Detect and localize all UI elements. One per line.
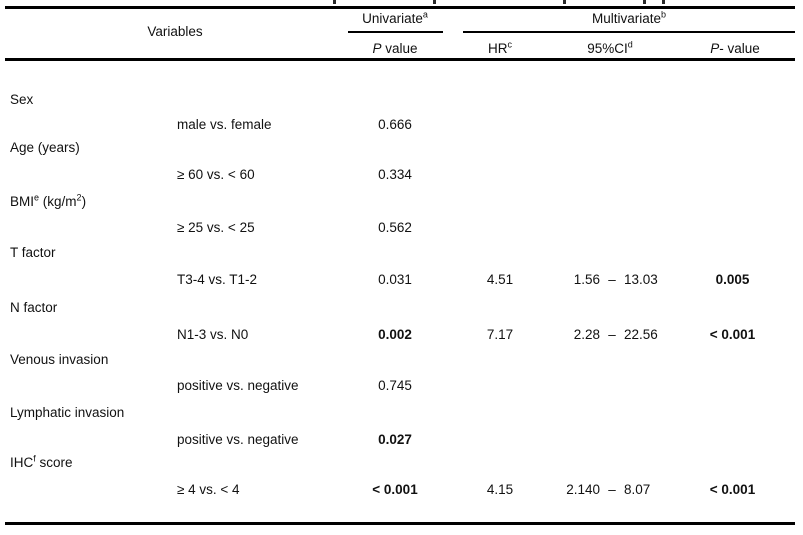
table-row-category-n-factor: N factor	[5, 297, 795, 317]
hr-label: HR	[488, 41, 508, 56]
table-row-category-ihc-score: IHCf score	[5, 452, 795, 472]
univariate-p-value: 0.031	[378, 271, 412, 287]
table-row-bmi-comparison: ≥ 25 vs. < 25 0.562	[5, 217, 795, 237]
table-row-ihc-score-comparison: ≥ 4 vs. < 4 < 0.001 4.15 2.140–8.07 < 0.…	[5, 479, 795, 499]
comparison-label: positive vs. negative	[177, 431, 299, 447]
confidence-interval: 2.140–8.07	[566, 481, 651, 497]
clipped-caption-remnant	[433, 0, 436, 4]
column-header-p-value-multivariate: P- value	[675, 41, 795, 56]
p-rest: value	[381, 41, 418, 56]
table-row-age-comparison: ≥ 60 vs. < 60 0.334	[5, 164, 795, 184]
table-top-rule	[5, 6, 795, 9]
multivariate-p-value: < 0.001	[709, 326, 756, 342]
table-row-lymphatic-invasion-comparison: positive vs. negative 0.027	[5, 429, 795, 449]
univariate-p-value: 0.666	[378, 116, 412, 132]
multivariate-spanner-rule	[463, 31, 795, 33]
table-row-category-sex: Sex	[5, 89, 795, 109]
hazard-ratio-value: 4.51	[486, 271, 514, 287]
table-header-rule	[5, 58, 795, 61]
comparison-label: ≥ 4 vs. < 4	[177, 481, 240, 497]
clipped-caption-remnant	[333, 0, 336, 4]
ci-footnote-mark: d	[627, 39, 633, 50]
variable-category-label: Lymphatic invasion	[10, 404, 125, 420]
comparison-label: positive vs. negative	[177, 377, 299, 393]
table-row-n-factor-comparison: N1-3 vs. N0 0.002 7.17 2.28–22.56 < 0.00…	[5, 324, 795, 344]
table-row-t-factor-comparison: T3-4 vs. T1-2 0.031 4.51 1.56–13.03 0.00…	[5, 269, 795, 289]
comparison-label: ≥ 25 vs. < 25	[177, 219, 255, 235]
variable-category-label: Age (years)	[10, 139, 80, 155]
multivariate-label: Multivariate	[591, 11, 661, 26]
p-italic: P	[372, 41, 382, 56]
comparison-label: male vs. female	[177, 116, 272, 132]
variable-category-label: Venous invasion	[10, 351, 109, 367]
univariate-footnote-mark: a	[422, 9, 428, 20]
clipped-caption-remnant	[643, 0, 646, 4]
variable-category-label: IHCf score	[10, 453, 73, 470]
ci-label: 95%CI	[587, 41, 628, 56]
column-header-variables: Variables	[147, 24, 203, 39]
ihc-footnote-mark: f	[33, 453, 36, 463]
column-header-ci: 95%CId	[555, 39, 665, 56]
table-row-category-t-factor: T factor	[5, 242, 795, 262]
univariate-spanner-rule	[348, 31, 443, 33]
univariate-p-value: 0.027	[378, 431, 412, 447]
comparison-label: ≥ 60 vs. < 60	[177, 166, 255, 182]
column-header-hr: HRc	[445, 39, 555, 56]
univariate-p-value: 0.745	[378, 377, 412, 393]
table-row-category-venous-invasion: Venous invasion	[5, 349, 795, 369]
variable-category-label: N factor	[10, 299, 58, 315]
hazard-ratio-value: 7.17	[486, 326, 514, 342]
confidence-interval: 1.56–13.03	[573, 271, 658, 287]
univariate-p-value: < 0.001	[372, 481, 418, 497]
comparison-label: N1-3 vs. N0	[177, 326, 249, 342]
table-row-sex-comparison: male vs. female 0.666	[5, 114, 795, 134]
hazard-ratio-value: 4.15	[486, 481, 514, 497]
clipped-caption-remnant	[563, 0, 566, 4]
multivariate-p-value: 0.005	[715, 271, 750, 287]
squared-superscript: 2	[76, 192, 82, 202]
table-row-category-age: Age (years)	[5, 137, 795, 157]
column-header-p-value-univariate: P value	[345, 41, 445, 56]
table-row-venous-invasion-comparison: positive vs. negative 0.745	[5, 375, 795, 395]
univariate-p-value: 0.334	[378, 166, 412, 182]
p-italic: P	[710, 41, 720, 56]
univariate-p-value: 0.562	[378, 219, 412, 235]
univariate-label: Univariate	[362, 11, 423, 26]
p-rest: - value	[719, 41, 760, 56]
clipped-caption-remnant	[662, 0, 665, 4]
multivariate-footnote-mark: b	[661, 9, 667, 20]
multivariate-p-value: < 0.001	[709, 481, 756, 497]
hr-footnote-mark: c	[507, 39, 513, 50]
univariate-p-value: 0.002	[378, 326, 412, 342]
column-header-univariate: Univariatea	[345, 9, 445, 26]
column-header-multivariate: Multivariateb	[463, 9, 795, 26]
table-row-category-bmi: BMIe (kg/m2)	[5, 191, 795, 211]
variable-category-label: BMIe (kg/m2)	[10, 192, 87, 209]
bmi-footnote-mark: e	[34, 192, 40, 202]
table-row-category-lymphatic-invasion: Lymphatic invasion	[5, 402, 795, 422]
variable-category-label: Sex	[10, 91, 34, 107]
confidence-interval: 2.28–22.56	[573, 326, 658, 342]
comparison-label: T3-4 vs. T1-2	[177, 271, 258, 287]
table-bottom-rule	[5, 522, 795, 525]
variable-category-label: T factor	[10, 244, 56, 260]
